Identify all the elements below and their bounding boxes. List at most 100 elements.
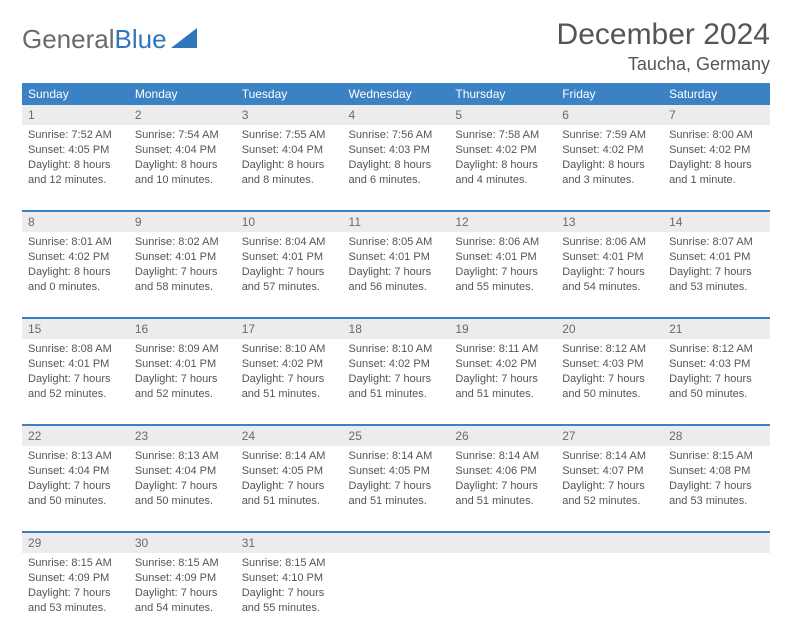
day-cell: Sunrise: 8:15 AMSunset: 4:09 PMDaylight:… xyxy=(22,553,129,639)
day-number-cell xyxy=(343,532,450,553)
day-line-sunrise: Sunrise: 8:06 AM xyxy=(455,235,550,250)
day-body: Sunrise: 8:12 AMSunset: 4:03 PMDaylight:… xyxy=(663,339,770,407)
day-cell: Sunrise: 8:12 AMSunset: 4:03 PMDaylight:… xyxy=(556,339,663,425)
day-line-sunrise: Sunrise: 8:12 AM xyxy=(562,342,657,357)
day-cell xyxy=(449,553,556,639)
day-line-daylight2: and 3 minutes. xyxy=(562,173,657,188)
day-line-sunrise: Sunrise: 8:08 AM xyxy=(28,342,123,357)
day-line-daylight2: and 51 minutes. xyxy=(242,387,337,402)
day-line-sunrise: Sunrise: 7:54 AM xyxy=(135,128,230,143)
day-body: Sunrise: 8:12 AMSunset: 4:03 PMDaylight:… xyxy=(556,339,663,407)
day-body: Sunrise: 8:01 AMSunset: 4:02 PMDaylight:… xyxy=(22,232,129,300)
day-number-cell: 5 xyxy=(449,105,556,125)
day-number-row: 1234567 xyxy=(22,105,770,125)
day-line-sunrise: Sunrise: 8:07 AM xyxy=(669,235,764,250)
day-line-daylight1: Daylight: 7 hours xyxy=(669,372,764,387)
day-line-daylight2: and 57 minutes. xyxy=(242,280,337,295)
day-line-daylight2: and 8 minutes. xyxy=(242,173,337,188)
day-line-sunset: Sunset: 4:02 PM xyxy=(562,143,657,158)
day-cell: Sunrise: 8:00 AMSunset: 4:02 PMDaylight:… xyxy=(663,125,770,211)
day-line-sunset: Sunset: 4:01 PM xyxy=(28,357,123,372)
day-line-daylight1: Daylight: 7 hours xyxy=(349,265,444,280)
day-body: Sunrise: 8:04 AMSunset: 4:01 PMDaylight:… xyxy=(236,232,343,300)
day-line-daylight1: Daylight: 8 hours xyxy=(28,265,123,280)
day-line-sunrise: Sunrise: 7:52 AM xyxy=(28,128,123,143)
day-cell: Sunrise: 8:07 AMSunset: 4:01 PMDaylight:… xyxy=(663,232,770,318)
day-cell: Sunrise: 8:14 AMSunset: 4:05 PMDaylight:… xyxy=(236,446,343,532)
day-line-sunrise: Sunrise: 8:15 AM xyxy=(242,556,337,571)
day-line-daylight2: and 50 minutes. xyxy=(135,494,230,509)
day-line-sunrise: Sunrise: 8:00 AM xyxy=(669,128,764,143)
day-number-cell: 1 xyxy=(22,105,129,125)
day-line-sunset: Sunset: 4:02 PM xyxy=(455,357,550,372)
day-body: Sunrise: 7:52 AMSunset: 4:05 PMDaylight:… xyxy=(22,125,129,193)
day-body: Sunrise: 8:13 AMSunset: 4:04 PMDaylight:… xyxy=(129,446,236,514)
logo-text-gray: General xyxy=(22,24,115,55)
day-line-sunrise: Sunrise: 8:11 AM xyxy=(455,342,550,357)
day-number-cell: 23 xyxy=(129,425,236,446)
day-cell: Sunrise: 8:06 AMSunset: 4:01 PMDaylight:… xyxy=(556,232,663,318)
day-line-daylight1: Daylight: 8 hours xyxy=(669,158,764,173)
day-line-daylight1: Daylight: 7 hours xyxy=(349,479,444,494)
day-number-cell: 6 xyxy=(556,105,663,125)
day-number-cell: 21 xyxy=(663,318,770,339)
day-body: Sunrise: 8:11 AMSunset: 4:02 PMDaylight:… xyxy=(449,339,556,407)
day-line-sunrise: Sunrise: 8:12 AM xyxy=(669,342,764,357)
day-line-daylight2: and 54 minutes. xyxy=(135,601,230,616)
day-cell: Sunrise: 8:15 AMSunset: 4:09 PMDaylight:… xyxy=(129,553,236,639)
day-line-daylight2: and 1 minute. xyxy=(669,173,764,188)
day-line-daylight1: Daylight: 7 hours xyxy=(242,586,337,601)
day-line-sunrise: Sunrise: 7:55 AM xyxy=(242,128,337,143)
day-cell: Sunrise: 7:52 AMSunset: 4:05 PMDaylight:… xyxy=(22,125,129,211)
day-number-cell: 4 xyxy=(343,105,450,125)
day-line-daylight1: Daylight: 7 hours xyxy=(28,479,123,494)
day-line-daylight1: Daylight: 7 hours xyxy=(669,265,764,280)
day-line-sunset: Sunset: 4:02 PM xyxy=(28,250,123,265)
day-cell: Sunrise: 8:13 AMSunset: 4:04 PMDaylight:… xyxy=(129,446,236,532)
day-body-row: Sunrise: 8:01 AMSunset: 4:02 PMDaylight:… xyxy=(22,232,770,318)
day-number-cell xyxy=(663,532,770,553)
day-body: Sunrise: 7:54 AMSunset: 4:04 PMDaylight:… xyxy=(129,125,236,193)
day-line-sunset: Sunset: 4:01 PM xyxy=(135,250,230,265)
day-line-daylight2: and 50 minutes. xyxy=(28,494,123,509)
day-line-sunrise: Sunrise: 8:14 AM xyxy=(455,449,550,464)
day-line-sunset: Sunset: 4:05 PM xyxy=(349,464,444,479)
day-cell: Sunrise: 8:10 AMSunset: 4:02 PMDaylight:… xyxy=(236,339,343,425)
day-line-daylight2: and 50 minutes. xyxy=(669,387,764,402)
day-cell: Sunrise: 8:14 AMSunset: 4:07 PMDaylight:… xyxy=(556,446,663,532)
day-line-sunset: Sunset: 4:02 PM xyxy=(455,143,550,158)
day-body: Sunrise: 8:15 AMSunset: 4:09 PMDaylight:… xyxy=(22,553,129,621)
day-line-sunrise: Sunrise: 7:56 AM xyxy=(349,128,444,143)
day-line-sunrise: Sunrise: 8:04 AM xyxy=(242,235,337,250)
day-line-daylight1: Daylight: 8 hours xyxy=(135,158,230,173)
logo: GeneralBlue xyxy=(22,18,197,55)
day-line-daylight1: Daylight: 7 hours xyxy=(562,479,657,494)
day-line-daylight1: Daylight: 7 hours xyxy=(135,265,230,280)
day-body-row: Sunrise: 7:52 AMSunset: 4:05 PMDaylight:… xyxy=(22,125,770,211)
day-body: Sunrise: 8:09 AMSunset: 4:01 PMDaylight:… xyxy=(129,339,236,407)
day-body: Sunrise: 8:14 AMSunset: 4:07 PMDaylight:… xyxy=(556,446,663,514)
day-line-daylight1: Daylight: 7 hours xyxy=(242,479,337,494)
day-number-row: 22232425262728 xyxy=(22,425,770,446)
day-number-row: 15161718192021 xyxy=(22,318,770,339)
day-line-daylight2: and 55 minutes. xyxy=(242,601,337,616)
day-line-daylight1: Daylight: 7 hours xyxy=(455,372,550,387)
day-cell: Sunrise: 8:15 AMSunset: 4:08 PMDaylight:… xyxy=(663,446,770,532)
day-line-daylight2: and 52 minutes. xyxy=(562,494,657,509)
day-line-sunset: Sunset: 4:03 PM xyxy=(562,357,657,372)
day-number-cell xyxy=(449,532,556,553)
day-number-cell: 19 xyxy=(449,318,556,339)
day-cell xyxy=(663,553,770,639)
day-number-row: 891011121314 xyxy=(22,211,770,232)
day-line-daylight2: and 0 minutes. xyxy=(28,280,123,295)
day-body: Sunrise: 7:55 AMSunset: 4:04 PMDaylight:… xyxy=(236,125,343,193)
day-cell xyxy=(343,553,450,639)
day-body: Sunrise: 8:02 AMSunset: 4:01 PMDaylight:… xyxy=(129,232,236,300)
day-line-sunrise: Sunrise: 8:05 AM xyxy=(349,235,444,250)
day-line-daylight1: Daylight: 7 hours xyxy=(455,265,550,280)
day-line-daylight2: and 10 minutes. xyxy=(135,173,230,188)
day-header: Tuesday xyxy=(236,83,343,105)
day-line-sunset: Sunset: 4:07 PM xyxy=(562,464,657,479)
day-number-cell: 20 xyxy=(556,318,663,339)
day-line-sunrise: Sunrise: 8:13 AM xyxy=(135,449,230,464)
